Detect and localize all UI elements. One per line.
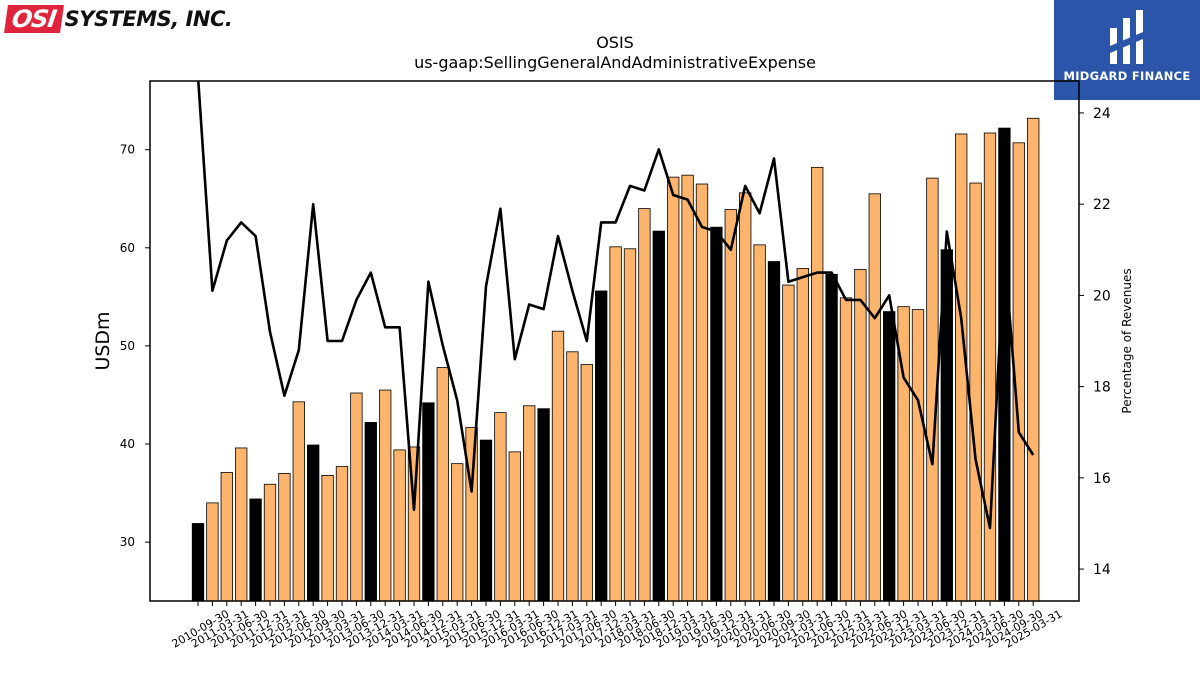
bar	[293, 402, 305, 601]
bar	[495, 413, 507, 601]
left-axis: 30 40 50 60 70	[120, 143, 150, 549]
bar	[394, 450, 406, 601]
bar	[768, 262, 780, 601]
bar	[523, 406, 535, 601]
y-tick-label: 30	[120, 535, 135, 549]
bar	[538, 409, 550, 601]
chart-subtitle: us-gaap:SellingGeneralAndAdministrativeE…	[414, 53, 816, 72]
bar	[826, 274, 838, 601]
bar	[451, 464, 463, 601]
y2-tick-label: 20	[1093, 288, 1111, 304]
bar	[1027, 118, 1039, 601]
bar	[322, 475, 334, 601]
bar	[797, 268, 809, 601]
bar-series	[192, 118, 1039, 601]
chart-title: OSIS	[596, 33, 634, 52]
bar	[307, 445, 319, 601]
bar	[509, 452, 521, 601]
y2-axis-label: Percentage of Revenues	[1120, 268, 1134, 413]
y2-tick-label: 22	[1093, 197, 1111, 213]
bar	[207, 503, 219, 601]
y-tick-label: 50	[120, 339, 135, 353]
bar	[984, 133, 996, 601]
bar	[279, 473, 291, 601]
bar	[610, 247, 622, 601]
bar	[235, 448, 247, 601]
y2-tick-label: 14	[1093, 562, 1111, 578]
bar	[567, 352, 579, 601]
y-tick-label: 70	[120, 143, 135, 157]
bar	[970, 183, 982, 601]
bar	[869, 194, 881, 601]
bar	[250, 499, 262, 601]
bar	[221, 472, 233, 601]
bar	[351, 393, 363, 601]
bar	[624, 249, 636, 601]
bar	[840, 298, 852, 601]
bar	[437, 367, 449, 601]
bar	[711, 227, 723, 601]
bar	[739, 193, 751, 601]
bar	[192, 523, 204, 601]
sga-chart: OSIS us-gaap:SellingGeneralAndAdministra…	[0, 0, 1200, 675]
bar	[423, 403, 435, 601]
bar	[811, 167, 823, 601]
y2-tick-label: 18	[1093, 380, 1111, 396]
y-tick-label: 60	[120, 241, 135, 255]
bar	[999, 128, 1011, 601]
y2-tick-label: 24	[1093, 106, 1111, 122]
bar	[682, 175, 694, 601]
bar	[754, 245, 766, 601]
bar	[725, 210, 737, 601]
bar	[581, 365, 593, 601]
bar	[264, 484, 276, 601]
y2-tick-label: 16	[1093, 471, 1111, 487]
x-axis: 2010-09-302011-03-312011-06-302011-12-31…	[170, 601, 1065, 651]
bar	[696, 184, 708, 601]
y-tick-label: 40	[120, 437, 135, 451]
right-axis: 14 16 18 20 22 24	[1079, 106, 1111, 578]
bar	[783, 285, 795, 601]
y-axis-label: USDm	[92, 311, 114, 370]
bar	[912, 310, 924, 601]
bar	[480, 440, 492, 601]
bar	[653, 231, 665, 601]
bar	[336, 467, 348, 601]
bar	[379, 390, 391, 601]
bar	[595, 291, 607, 601]
bar	[639, 209, 651, 601]
bar	[466, 427, 478, 601]
bar	[667, 177, 679, 601]
bar	[552, 331, 564, 601]
bar	[365, 422, 377, 601]
bar	[883, 312, 895, 601]
bar	[855, 269, 867, 601]
